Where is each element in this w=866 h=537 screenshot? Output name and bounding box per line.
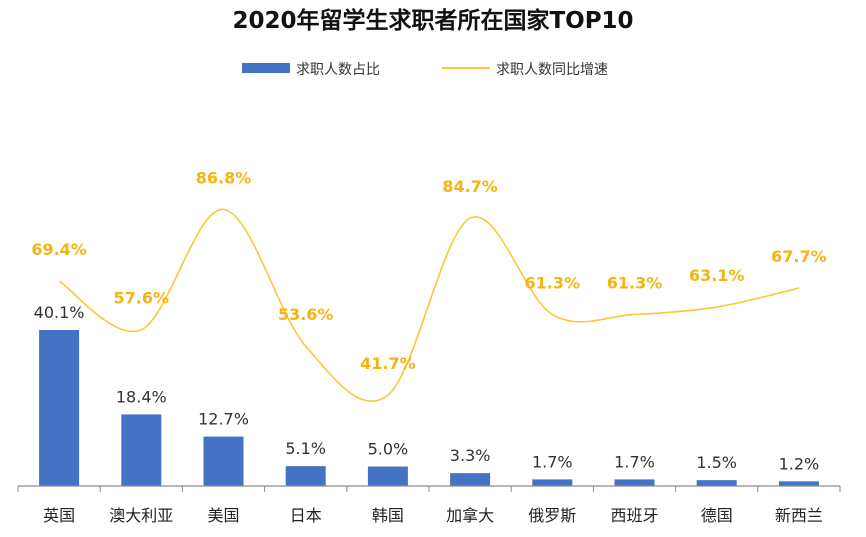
bar-data-label: 40.1% bbox=[34, 303, 85, 322]
chart-title: 2020年留学生求职者所在国家TOP10 bbox=[232, 7, 633, 34]
bar bbox=[696, 480, 737, 486]
bar bbox=[614, 479, 655, 486]
x-tick-label: 西班牙 bbox=[610, 506, 658, 525]
bar bbox=[367, 466, 408, 486]
bar-data-label: 1.7% bbox=[532, 452, 573, 471]
line-data-label: 63.1% bbox=[689, 266, 745, 285]
bar bbox=[203, 436, 244, 486]
legend-bar-label: 求职人数占比 bbox=[296, 62, 380, 78]
bar-data-label: 18.4% bbox=[116, 387, 167, 406]
line-data-label: 41.7% bbox=[360, 354, 416, 373]
line-data-label: 61.3% bbox=[525, 273, 581, 292]
bar bbox=[450, 473, 491, 486]
bar-data-label: 1.5% bbox=[696, 453, 737, 472]
x-tick-label: 俄罗斯 bbox=[528, 506, 576, 525]
x-tick-label: 日本 bbox=[290, 506, 322, 525]
line-data-label: 86.8% bbox=[196, 168, 252, 187]
line-data-label: 84.7% bbox=[442, 177, 498, 196]
bar bbox=[285, 466, 326, 486]
bar-data-label: 1.2% bbox=[779, 454, 820, 473]
x-tick-label: 德国 bbox=[701, 506, 733, 525]
x-tick-label: 韩国 bbox=[372, 506, 404, 525]
x-axis: 英国 澳大利亚 美国 日本 韩国 加拿大 俄罗斯 西班牙 德国 新西兰 bbox=[17, 485, 841, 525]
x-tick-label: 加拿大 bbox=[446, 506, 494, 525]
bar bbox=[778, 481, 819, 486]
bar-data-label: 1.7% bbox=[614, 452, 655, 471]
bar-data-label: 5.1% bbox=[285, 439, 326, 458]
bar-data-label: 5.0% bbox=[368, 440, 409, 459]
x-tick-label: 新西兰 bbox=[775, 506, 823, 525]
line-data-label: 69.4% bbox=[31, 240, 87, 259]
x-tick-label: 美国 bbox=[207, 506, 239, 525]
x-tick-label: 英国 bbox=[43, 506, 75, 525]
legend-bar-swatch bbox=[242, 63, 290, 73]
bar-data-label: 12.7% bbox=[198, 410, 249, 429]
line-data-label: 67.7% bbox=[771, 247, 827, 266]
chart-legend: 求职人数占比 求职人数同比增速 bbox=[242, 62, 608, 78]
bar-data-label: 3.3% bbox=[450, 446, 491, 465]
line-data-label: 53.6% bbox=[278, 305, 334, 324]
legend-line-label: 求职人数同比增速 bbox=[496, 62, 608, 78]
bar-series: 40.1% 18.4% 12.7% 5.1% 5.0% 3.3% 1.7% 1.7% 1.5% 1… bbox=[34, 303, 820, 486]
bar bbox=[121, 414, 162, 486]
bar bbox=[532, 479, 573, 486]
bar bbox=[39, 330, 80, 486]
line-path bbox=[58, 208, 800, 402]
line-data-label: 61.3% bbox=[607, 273, 663, 292]
line-series: 69.4% 57.6% 86.8% 53.6% 41.7% 84.7% 61.3% 61.3%… bbox=[31, 168, 827, 402]
x-tick-label: 澳大利亚 bbox=[109, 506, 173, 525]
line-data-label: 57.6% bbox=[114, 289, 170, 308]
